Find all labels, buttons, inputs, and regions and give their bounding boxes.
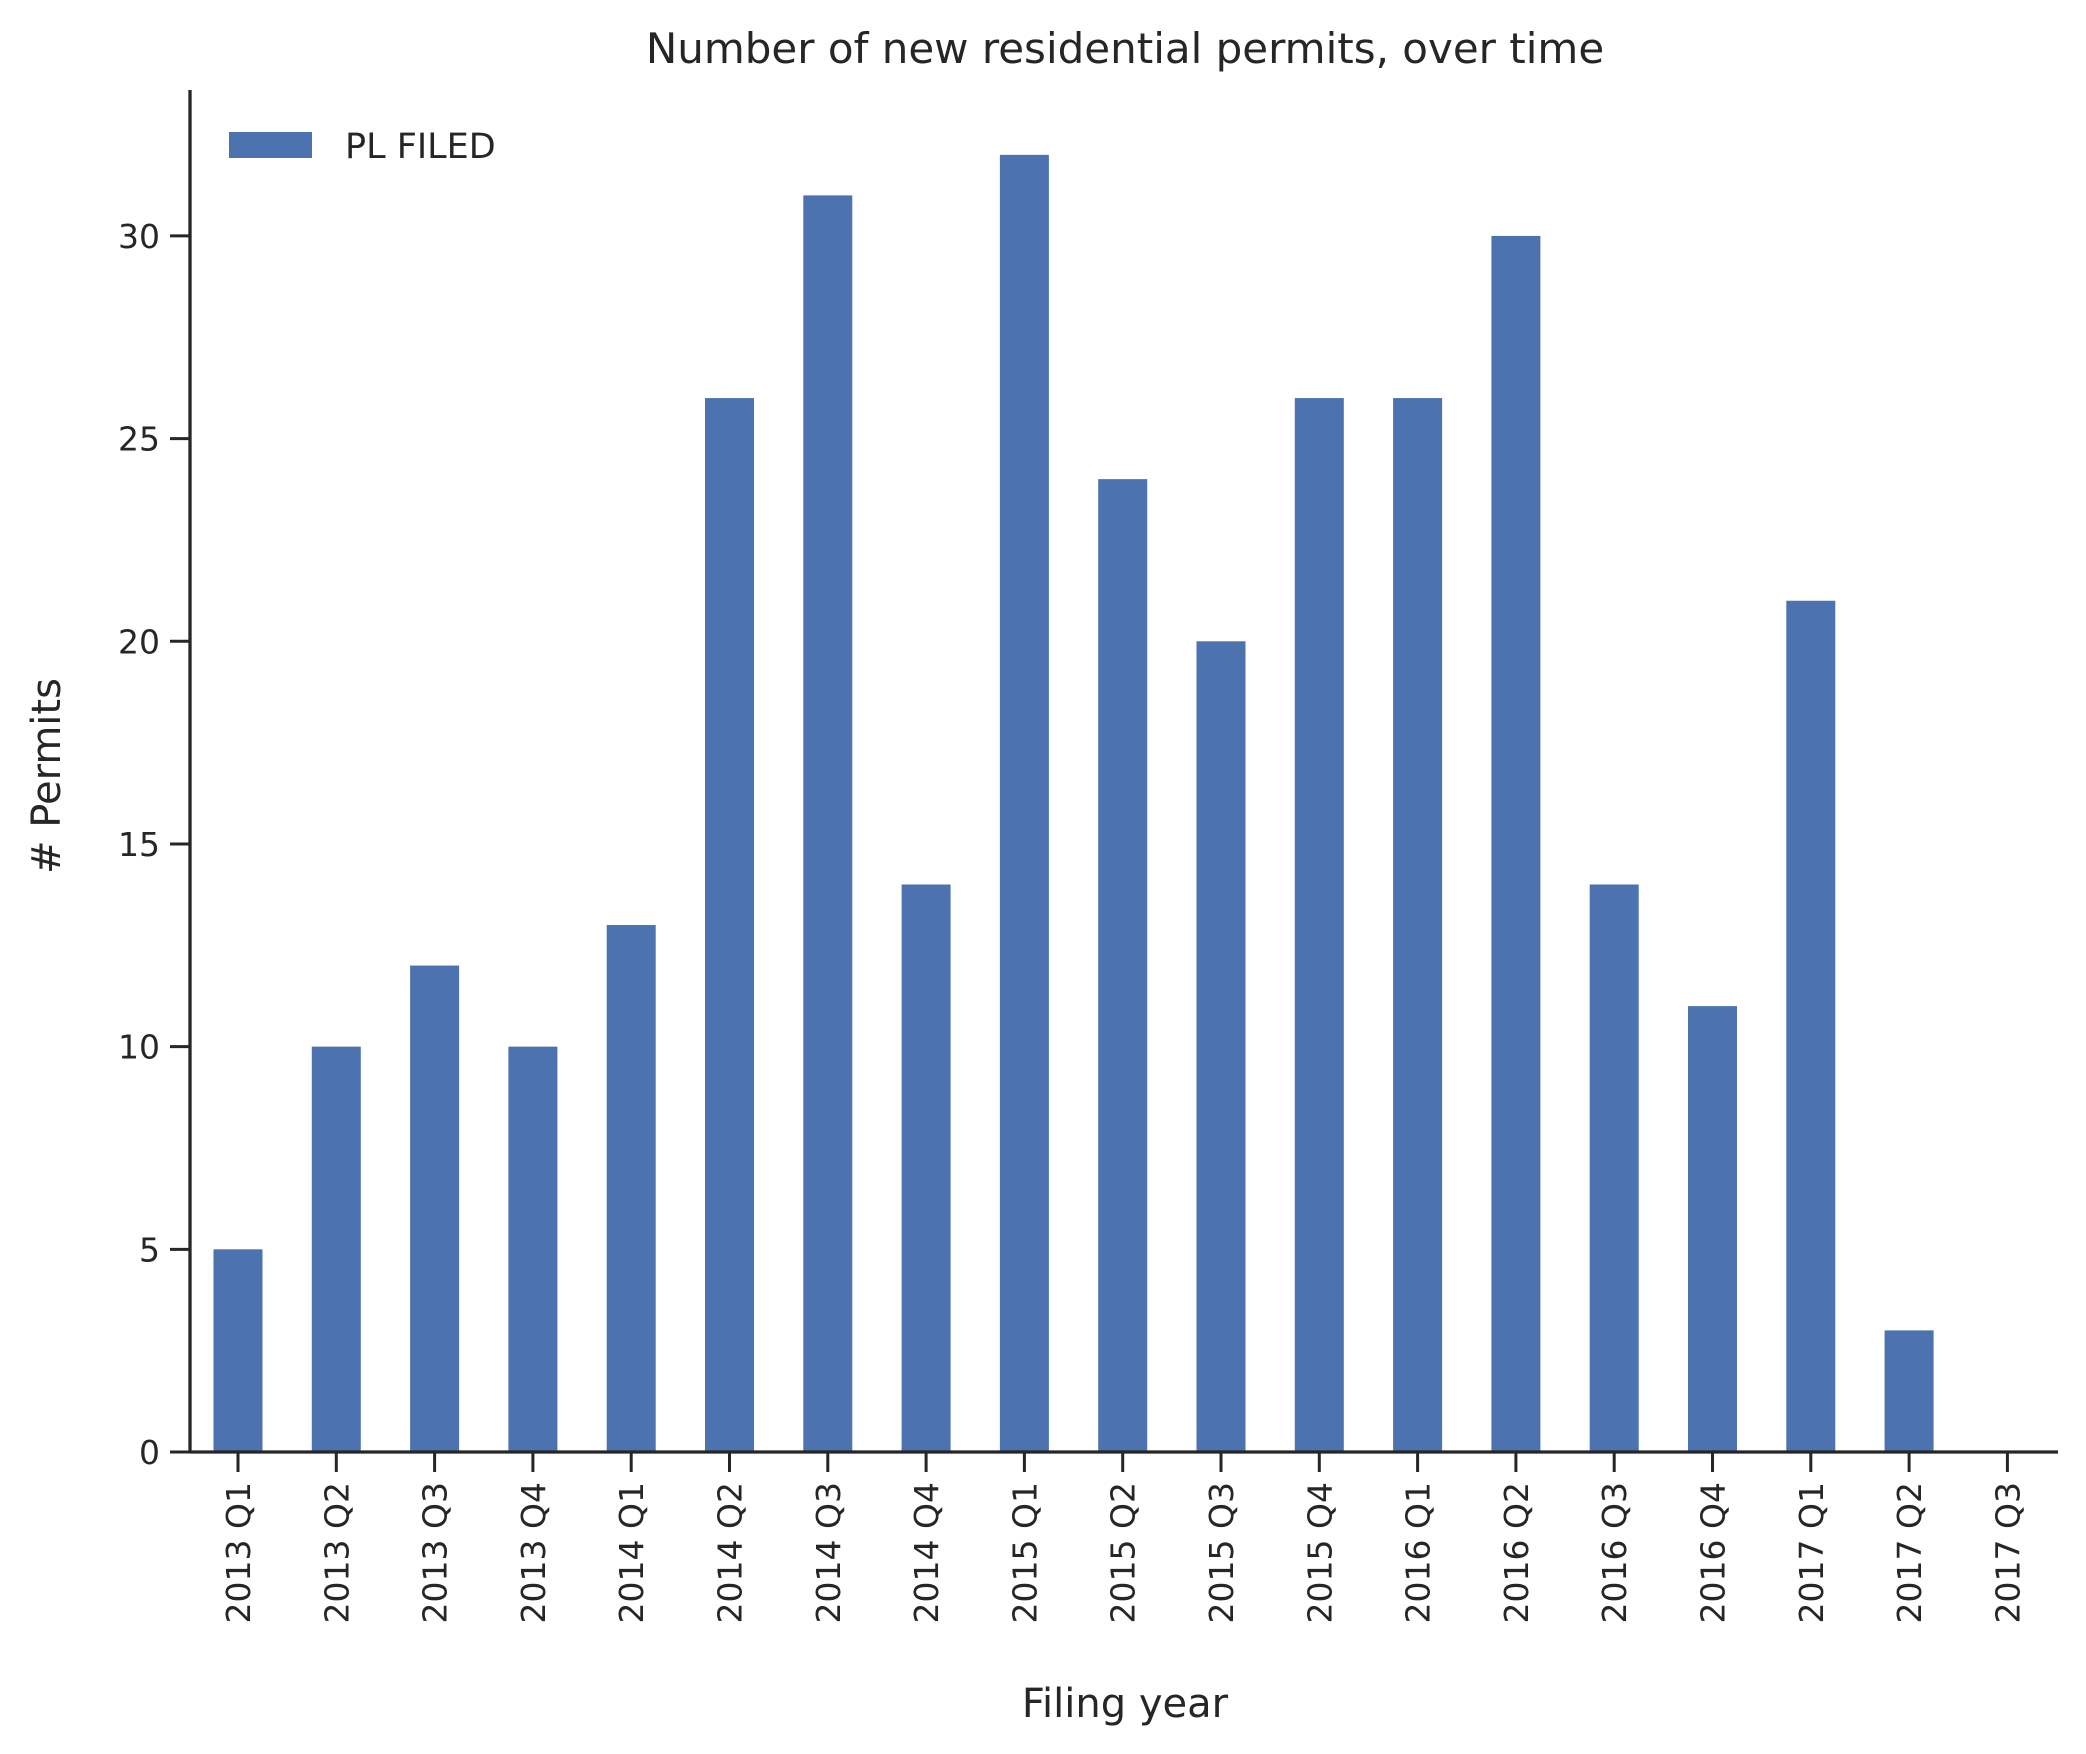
bar-2013-q1 bbox=[213, 1249, 263, 1452]
x-tick-label: 2015 Q3 bbox=[1202, 1482, 1241, 1623]
y-tick-label: 15 bbox=[118, 825, 160, 864]
y-axis-label: # Permits bbox=[24, 678, 70, 874]
y-tick-label: 25 bbox=[118, 420, 160, 459]
bar-2015-q2 bbox=[1098, 479, 1148, 1453]
x-tick-label: 2014 Q2 bbox=[711, 1482, 750, 1623]
x-tick-label: 2015 Q4 bbox=[1300, 1482, 1339, 1623]
bar-2013-q4 bbox=[508, 1046, 558, 1452]
bar-2016-q1 bbox=[1393, 398, 1443, 1453]
x-tick-label: 2013 Q3 bbox=[416, 1482, 455, 1623]
bar-2014-q1 bbox=[606, 925, 656, 1452]
bar-2014-q3 bbox=[803, 195, 853, 1453]
x-tick-label: 2017 Q1 bbox=[1792, 1482, 1831, 1623]
x-tick-label: 2014 Q1 bbox=[612, 1482, 651, 1623]
bar-2013-q3 bbox=[410, 965, 460, 1452]
bar-2015-q3 bbox=[1196, 641, 1246, 1452]
bar-2016-q4 bbox=[1688, 1006, 1737, 1452]
bar-2017-q2 bbox=[1884, 1330, 1934, 1452]
x-tick-label: 2015 Q2 bbox=[1104, 1482, 1143, 1623]
bar-2016-q2 bbox=[1491, 235, 1541, 1452]
bar-2015-q4 bbox=[1294, 398, 1344, 1453]
legend-swatch bbox=[229, 132, 312, 158]
x-tick-label: 2016 Q2 bbox=[1497, 1482, 1536, 1623]
x-tick-label: 2017 Q2 bbox=[1890, 1482, 1929, 1623]
bar-2016-q3 bbox=[1589, 884, 1639, 1452]
x-tick-label: 2014 Q4 bbox=[907, 1482, 946, 1623]
x-axis-label: Filing year bbox=[1022, 1681, 1229, 1727]
x-tick-label: 2013 Q2 bbox=[317, 1482, 356, 1623]
x-tick-label: 2013 Q1 bbox=[219, 1482, 258, 1623]
x-tick-label: 2015 Q1 bbox=[1005, 1482, 1044, 1623]
y-axis-ticks: 0 5 10 15 20 25 30 bbox=[118, 217, 190, 1472]
y-tick-label: 30 bbox=[118, 217, 160, 256]
x-tick-label: 2017 Q3 bbox=[1988, 1482, 2027, 1623]
bar-2014-q4 bbox=[901, 884, 951, 1452]
x-tick-label: 2016 Q1 bbox=[1399, 1482, 1438, 1623]
x-tick-label: 2014 Q3 bbox=[809, 1482, 848, 1623]
y-tick-label: 5 bbox=[139, 1230, 160, 1269]
x-tick-label: 2016 Q3 bbox=[1595, 1482, 1634, 1623]
x-tick-label: 2013 Q4 bbox=[514, 1482, 553, 1623]
y-tick-label: 20 bbox=[118, 622, 160, 661]
bar-2017-q1 bbox=[1786, 600, 1836, 1452]
x-tick-label: 2016 Q4 bbox=[1694, 1482, 1733, 1623]
legend: PL FILED bbox=[229, 127, 496, 167]
bar-2013-q2 bbox=[311, 1046, 361, 1452]
chart-title: Number of new residential permits, over … bbox=[646, 24, 1604, 73]
legend-label: PL FILED bbox=[345, 127, 496, 167]
bar-2015-q1 bbox=[999, 154, 1049, 1452]
bars-group bbox=[213, 154, 1934, 1453]
bar-2014-q2 bbox=[705, 398, 754, 1453]
y-tick-label: 10 bbox=[118, 1028, 160, 1067]
y-tick-label: 0 bbox=[139, 1433, 160, 1472]
x-axis-ticks: 2013 Q1 2013 Q2 2013 Q3 2013 Q4 2014 Q1 2014 … bbox=[219, 1452, 2027, 1623]
